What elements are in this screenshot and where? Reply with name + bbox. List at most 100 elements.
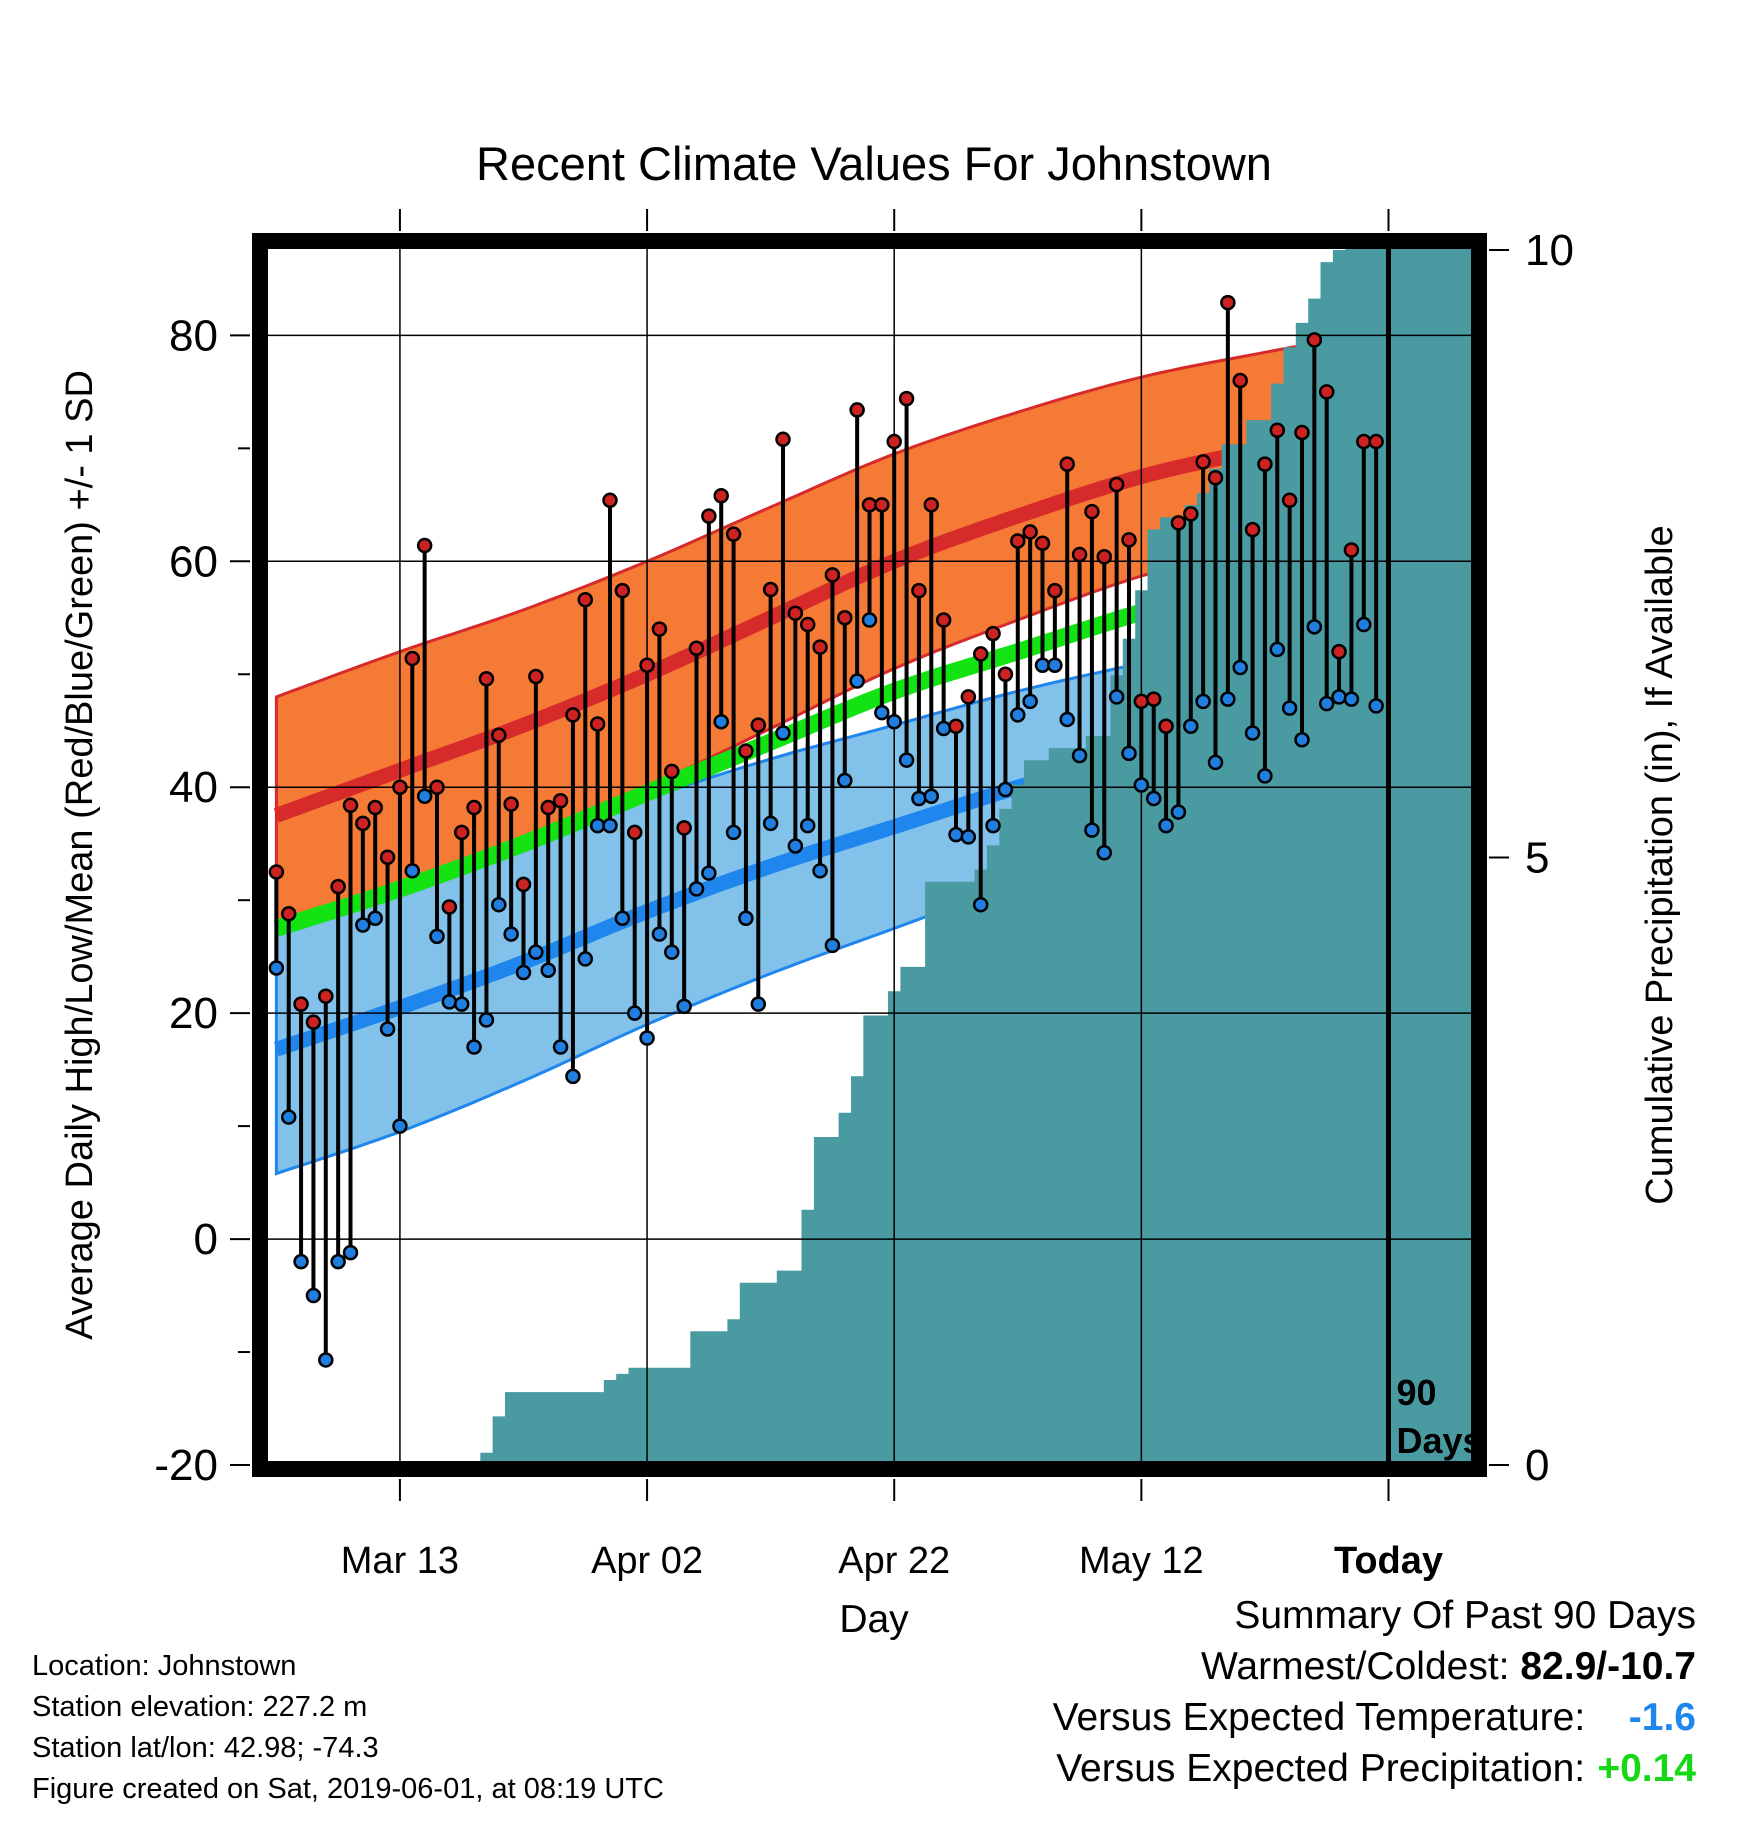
low-point-50 bbox=[886, 713, 902, 730]
high-point-23 bbox=[552, 793, 569, 809]
high-point-29 bbox=[626, 824, 643, 841]
low-point-26 bbox=[589, 817, 606, 834]
low-point-29 bbox=[626, 1005, 643, 1021]
precip-label: Versus Expected Precipitation: bbox=[1056, 1747, 1586, 1790]
low-point-16 bbox=[466, 1039, 482, 1055]
high-point-17 bbox=[478, 671, 495, 687]
low-point-74 bbox=[1183, 718, 1199, 734]
high-point-8 bbox=[367, 799, 383, 816]
low-point-49 bbox=[874, 704, 890, 721]
low-point-10 bbox=[392, 1118, 408, 1134]
low-point-45 bbox=[824, 937, 841, 954]
high-point-56 bbox=[960, 689, 977, 705]
y-axis-label: Average Daily High/Low/Mean (Red/Blue/Gr… bbox=[59, 370, 101, 1340]
high-point-1 bbox=[280, 905, 297, 922]
high-point-41 bbox=[775, 431, 791, 448]
low-point-28 bbox=[614, 910, 631, 927]
low-point-43 bbox=[799, 817, 816, 834]
today-label-1: Days bbox=[1397, 1420, 1483, 1461]
low-point-37 bbox=[725, 824, 742, 841]
low-point-41 bbox=[775, 725, 791, 741]
low-point-18 bbox=[491, 896, 507, 913]
y-tick-label-2: 40 bbox=[169, 763, 218, 812]
high-point-51 bbox=[898, 390, 915, 407]
low-point-69 bbox=[1121, 745, 1137, 762]
low-point-58 bbox=[985, 817, 1001, 834]
warm-cold-label: Warmest/Coldest: bbox=[1201, 1645, 1510, 1688]
low-point-38 bbox=[738, 910, 754, 927]
low-point-7 bbox=[355, 917, 371, 933]
low-point-67 bbox=[1096, 844, 1113, 861]
low-point-25 bbox=[577, 951, 594, 967]
created-text: Figure created on Sat, 2019-06-01, at 08… bbox=[32, 1773, 664, 1805]
plot-inner: 90 Days bbox=[264, 245, 1483, 1465]
low-point-14 bbox=[441, 994, 458, 1010]
high-point-21 bbox=[528, 668, 544, 685]
y-tick-label-3: 20 bbox=[169, 989, 218, 1038]
y-tick-label-4: 0 bbox=[194, 1215, 218, 1264]
low-point-55 bbox=[948, 826, 964, 843]
high-point-72 bbox=[1158, 718, 1174, 734]
low-point-19 bbox=[503, 926, 519, 942]
low-point-68 bbox=[1108, 689, 1125, 705]
summary-precip: Versus Expected Precipitation: +0.14 bbox=[1053, 1743, 1696, 1794]
low-point-30 bbox=[639, 1030, 655, 1046]
y2-tick-label-3: 0 bbox=[1525, 1441, 1549, 1490]
high-point-57 bbox=[972, 646, 989, 662]
precip-area bbox=[270, 245, 1475, 1465]
low-point-52 bbox=[911, 790, 927, 807]
low-point-83 bbox=[1294, 732, 1310, 748]
high-point-9 bbox=[379, 849, 396, 866]
low-point-57 bbox=[972, 896, 989, 913]
y-tick-label-0: 80 bbox=[169, 311, 218, 360]
low-point-66 bbox=[1084, 822, 1100, 838]
high-point-62 bbox=[1034, 535, 1051, 551]
low-point-20 bbox=[515, 964, 532, 981]
low-point-81 bbox=[1269, 641, 1286, 658]
high-point-58 bbox=[985, 625, 1001, 642]
low-point-78 bbox=[1232, 659, 1248, 676]
y-tick-label-1: 60 bbox=[169, 537, 218, 586]
high-point-7 bbox=[355, 815, 371, 832]
high-point-3 bbox=[305, 1014, 322, 1030]
low-point-72 bbox=[1158, 817, 1174, 834]
high-point-84 bbox=[1306, 332, 1323, 348]
latlon-text: Station lat/lon: 42.98; -74.3 bbox=[32, 1732, 379, 1764]
high-point-71 bbox=[1145, 691, 1162, 707]
low-point-88 bbox=[1356, 616, 1372, 633]
low-point-59 bbox=[997, 781, 1014, 798]
high-point-75 bbox=[1195, 454, 1211, 470]
high-point-67 bbox=[1096, 549, 1113, 565]
low-point-17 bbox=[478, 1012, 495, 1028]
high-point-68 bbox=[1108, 476, 1125, 493]
high-point-50 bbox=[886, 433, 902, 450]
low-point-64 bbox=[1059, 711, 1075, 728]
low-point-4 bbox=[318, 1352, 334, 1368]
high-point-55 bbox=[948, 718, 964, 734]
high-point-44 bbox=[812, 639, 828, 655]
high-point-81 bbox=[1269, 422, 1286, 439]
high-point-89 bbox=[1368, 433, 1384, 450]
low-point-24 bbox=[565, 1068, 581, 1085]
low-point-42 bbox=[787, 838, 804, 854]
high-point-53 bbox=[923, 497, 940, 513]
high-point-66 bbox=[1084, 503, 1100, 520]
low-point-75 bbox=[1195, 693, 1211, 710]
low-point-23 bbox=[552, 1039, 569, 1055]
high-point-69 bbox=[1121, 532, 1137, 548]
elevation-text: Station elevation: 227.2 m bbox=[32, 1691, 368, 1723]
x-tick-label-1: Apr 02 bbox=[591, 1540, 703, 1582]
low-point-11 bbox=[404, 863, 421, 879]
low-point-62 bbox=[1034, 657, 1051, 673]
low-point-53 bbox=[923, 788, 940, 805]
low-point-40 bbox=[762, 815, 779, 832]
high-point-61 bbox=[1022, 524, 1038, 540]
high-point-28 bbox=[614, 582, 631, 599]
low-point-47 bbox=[849, 673, 865, 689]
low-point-6 bbox=[342, 1244, 359, 1261]
low-point-54 bbox=[935, 720, 952, 737]
plot-area: 90 Days 80 60 40 20 0 -20 Mar 13 Apr 02 Apr 22 May … bbox=[154, 209, 1574, 1582]
high-point-25 bbox=[577, 591, 594, 608]
high-point-42 bbox=[787, 605, 804, 622]
high-point-11 bbox=[404, 650, 421, 667]
